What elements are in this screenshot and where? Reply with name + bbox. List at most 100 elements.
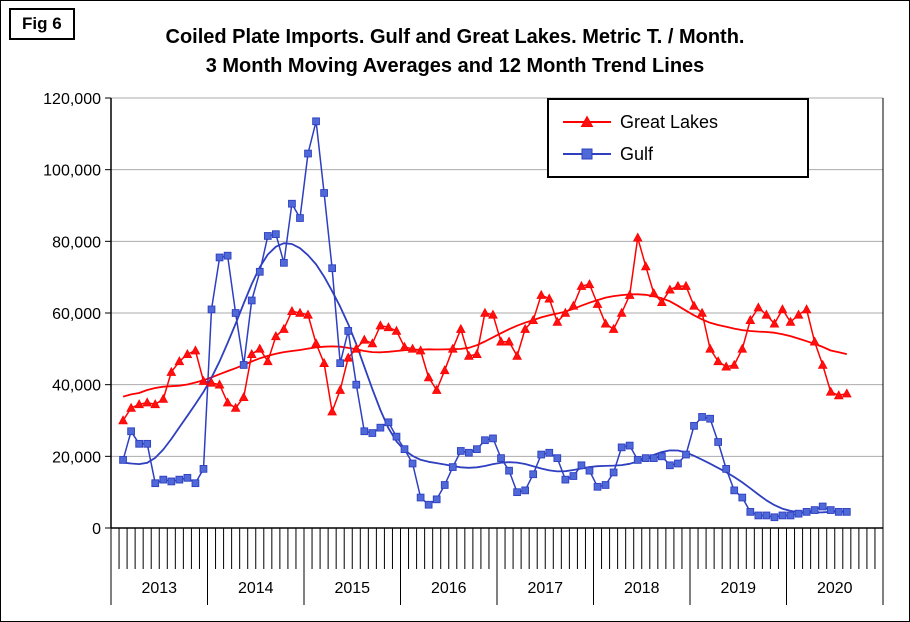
x-axis-year-label: 2016 [431, 580, 467, 597]
marker-square-gulf [738, 493, 747, 502]
legend-item-great-lakes: Great Lakes [561, 112, 807, 133]
y-axis-tick-label: 0 [92, 521, 101, 538]
marker-triangle-great-lakes [351, 343, 362, 353]
marker-triangle-great-lakes [488, 309, 498, 319]
marker-square-gulf [448, 463, 457, 471]
marker-triangle-great-lakes [343, 352, 354, 362]
marker-triangle-great-lakes [632, 232, 643, 242]
marker-triangle-great-lakes [367, 338, 378, 348]
marker-square-gulf [159, 475, 168, 484]
marker-triangle-great-lakes [713, 356, 724, 366]
marker-triangle-great-lakes [190, 345, 201, 355]
marker-triangle-great-lakes [279, 323, 289, 333]
marker-square-gulf [497, 454, 505, 462]
marker-square-gulf [207, 305, 216, 314]
marker-square-gulf [199, 465, 208, 473]
marker-square-gulf [255, 267, 264, 276]
marker-square-gulf [368, 429, 377, 437]
legend-label-gulf: Gulf [620, 143, 654, 164]
series-line-gulf [122, 120, 847, 519]
marker-square-gulf [722, 465, 731, 473]
marker-triangle-great-lakes [608, 323, 619, 333]
x-axis-year-label: 2014 [238, 580, 274, 597]
marker-square-gulf [682, 450, 690, 459]
marker-triangle-great-lakes [262, 356, 273, 366]
chart-title: Coiled Plate Imports. Gulf and Great Lak… [1, 23, 909, 81]
legend-item-gulf: Gulf [561, 144, 807, 165]
marker-triangle-great-lakes [640, 261, 651, 271]
marker-triangle-great-lakes [544, 293, 555, 303]
marker-triangle-great-lakes [383, 322, 394, 332]
marker-square-gulf [376, 423, 385, 432]
marker-triangle-great-lakes [166, 366, 177, 376]
marker-square-gulf [272, 230, 280, 239]
marker-square-gulf [601, 481, 610, 489]
marker-square-gulf [698, 413, 706, 421]
marker-triangle-great-lakes [705, 343, 715, 353]
y-axis-tick-label: 60,000 [52, 306, 101, 323]
marker-square-gulf [215, 253, 224, 262]
marker-square-gulf [143, 439, 152, 448]
marker-triangle-great-lakes [158, 393, 169, 403]
marker-triangle-great-lakes [552, 316, 563, 326]
marker-triangle-great-lakes [745, 314, 756, 324]
marker-square-gulf [706, 414, 714, 423]
marker-triangle-great-lakes [568, 300, 579, 310]
marker-square-gulf [183, 473, 192, 482]
marker-square-gulf [674, 459, 682, 468]
chart-title-line1: Coiled Plate Imports. Gulf and Great Lak… [165, 26, 745, 48]
marker-square-gulf [505, 466, 513, 475]
marker-triangle-great-lakes [118, 415, 128, 425]
marker-square-gulf [818, 502, 827, 511]
marker-square-gulf [802, 508, 811, 516]
marker-triangle-great-lakes [528, 314, 539, 324]
marker-square-gulf [456, 447, 465, 455]
marker-square-gulf [794, 509, 803, 518]
marker-triangle-great-lakes [584, 279, 595, 289]
marker-triangle-great-lakes [616, 307, 627, 317]
figure-label: Fig 6 [9, 8, 75, 40]
marker-square-gulf [416, 493, 425, 502]
marker-square-gulf [223, 251, 232, 260]
marker-triangle-great-lakes [496, 336, 506, 346]
legend-label-great-lakes: Great Lakes [620, 111, 719, 132]
chart-title-line2: 3 Month Moving Averages and 12 Month Tre… [205, 55, 705, 77]
y-axis-tick-label: 40,000 [52, 378, 101, 395]
x-axis-year-label: 2019 [720, 580, 756, 597]
marker-square-gulf [778, 511, 787, 520]
marker-triangle-great-lakes [576, 280, 587, 290]
marker-square-gulf [392, 432, 401, 441]
marker-triangle-great-lakes [761, 309, 772, 319]
marker-triangle-great-lakes [785, 316, 796, 326]
marker-triangle-great-lakes [737, 343, 748, 353]
marker-square-gulf [312, 117, 320, 126]
marker-triangle-great-lakes [447, 343, 458, 353]
marker-square-gulf [826, 506, 835, 514]
marker-triangle-great-lakes [777, 304, 788, 314]
marker-triangle-great-lakes [648, 288, 659, 298]
marker-triangle-great-lakes [536, 289, 547, 299]
marker-triangle-great-lakes [359, 334, 370, 344]
marker-square-gulf [263, 232, 272, 240]
marker-square-gulf [690, 422, 698, 430]
marker-triangle-great-lakes [303, 309, 313, 319]
marker-square-gulf [473, 445, 481, 454]
marker-triangle-great-lakes [287, 305, 297, 316]
marker-triangle-great-lakes [689, 300, 699, 310]
marker-square-gulf [280, 258, 288, 267]
marker-square-gulf [151, 479, 160, 488]
gulf-line-marker-icon [563, 148, 611, 160]
marker-triangle-great-lakes [335, 384, 346, 394]
marker-square-gulf [577, 461, 586, 470]
marker-square-gulf [625, 441, 634, 450]
marker-square-gulf [762, 511, 771, 520]
marker-triangle-great-lakes [560, 307, 571, 317]
marker-square-gulf [569, 472, 578, 480]
marker-triangle-great-lakes [793, 309, 804, 319]
marker-square-gulf [440, 481, 449, 489]
marker-triangle-great-lakes [463, 350, 474, 360]
marker-square-gulf [481, 436, 489, 445]
marker-square-gulf [521, 486, 529, 495]
marker-square-gulf [191, 479, 200, 488]
marker-square-gulf [553, 454, 562, 462]
